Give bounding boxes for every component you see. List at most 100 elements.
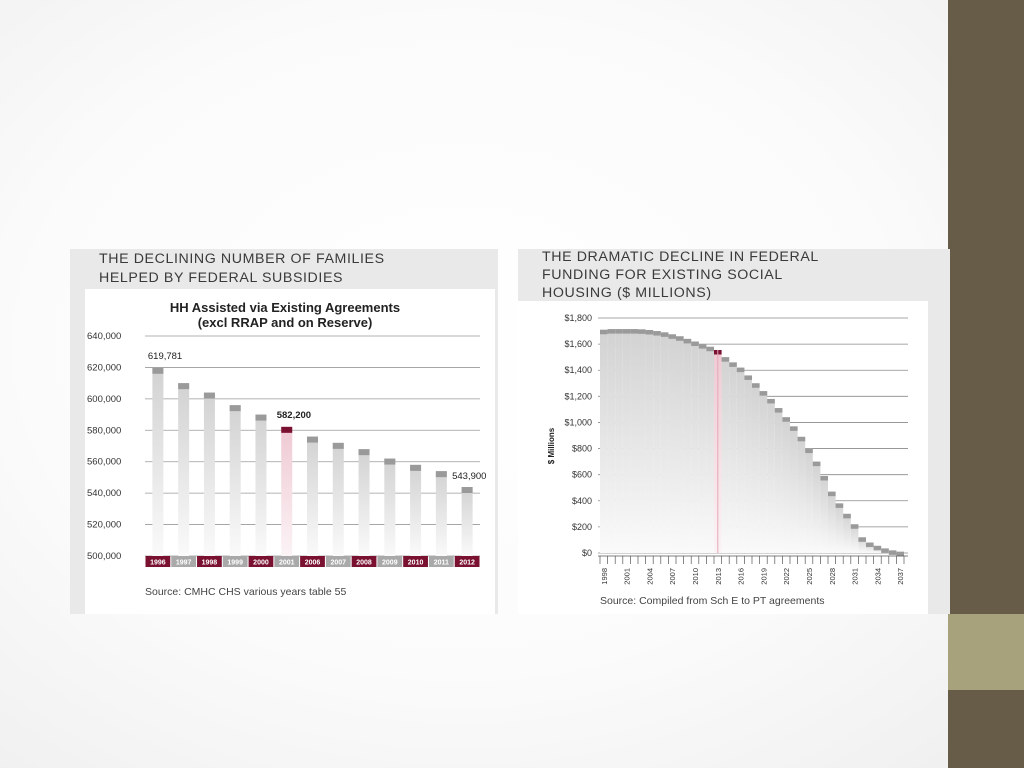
left-bar-cap xyxy=(307,436,318,443)
left-bar-body xyxy=(203,392,215,556)
right-bar-body xyxy=(645,330,654,553)
left-bar-body xyxy=(332,442,344,556)
right-bar-body xyxy=(843,513,851,553)
left-x-tick-label: 2006 xyxy=(305,560,321,567)
right-x-tick-label: 1998 xyxy=(600,568,609,585)
right-y-tick-label: $1,000 xyxy=(564,417,592,427)
right-panel-title-line3: HOUSING ($ MILLIONS) xyxy=(542,285,712,301)
right-x-tick-label: 2004 xyxy=(645,568,654,585)
hh-assisted-bar-chart: HH Assisted via Existing Agreements (exc… xyxy=(87,300,486,598)
right-x-tick-label: 2007 xyxy=(668,568,677,585)
right-bar-cap xyxy=(896,551,904,557)
chart-title-line2: (excl RRAP and on Reserve) xyxy=(198,315,373,330)
right-bar-cap xyxy=(645,330,654,335)
left-y-tick-label: 520,000 xyxy=(87,520,121,531)
right-x-tick-label: 2001 xyxy=(623,568,632,585)
right-bar-cap xyxy=(828,491,836,497)
left-data-annotation: 582,200 xyxy=(277,410,311,421)
right-y-tick-label: $800 xyxy=(572,444,592,454)
left-bar-cap xyxy=(152,367,164,374)
left-bar-body xyxy=(410,464,422,556)
right-bar-body xyxy=(858,537,866,553)
right-y-tick-label: $1,800 xyxy=(564,313,592,323)
right-bar-cap xyxy=(706,346,714,352)
right-y-tick-label: $600 xyxy=(572,470,592,480)
left-x-tick-label: 2007 xyxy=(330,560,346,567)
right-bar-body xyxy=(774,408,783,553)
right-bar-cap xyxy=(698,344,707,349)
left-x-label-box xyxy=(403,556,428,567)
right-bar-body xyxy=(782,417,790,553)
right-bar-cap xyxy=(873,545,882,551)
right-bar-cap xyxy=(721,357,730,362)
left-y-tick-label: 600,000 xyxy=(87,394,121,405)
right-y-tick-label: $200 xyxy=(572,522,592,532)
right-bar-body xyxy=(752,383,760,553)
left-x-label-box xyxy=(171,556,197,567)
right-bar-cap xyxy=(767,398,775,404)
right-bar-cap xyxy=(676,336,684,341)
left-bar-body xyxy=(358,449,370,556)
left-bar-cap xyxy=(203,392,215,399)
right-x-tick-label: 2016 xyxy=(737,568,746,585)
right-bar-cap xyxy=(797,436,806,442)
right-bar-body xyxy=(691,341,699,553)
left-y-tick-label: 560,000 xyxy=(87,457,121,468)
right-bar-body xyxy=(790,426,798,553)
left-x-label-box xyxy=(145,556,171,567)
federal-funding-bar-chart: $ Millions $1,800 $1,600 $1,400 $1,200 $1,00… xyxy=(547,313,908,607)
left-x-label-box xyxy=(222,556,248,567)
right-chart-area: $ Millions $1,800 $1,600 $1,400 $1,200 $1,00… xyxy=(518,301,928,614)
left-bar-body xyxy=(152,367,164,556)
left-y-tick-label: 580,000 xyxy=(87,425,121,436)
right-x-tick-label: 2022 xyxy=(782,568,791,585)
right-x-tick-label: 2031 xyxy=(851,568,860,585)
left-bar-body xyxy=(435,471,447,556)
left-bar-cap xyxy=(332,442,344,449)
sidebar-accent-block xyxy=(948,614,1024,690)
left-x-label-box xyxy=(300,556,325,567)
right-bar-cap xyxy=(888,550,897,555)
right-bar-body xyxy=(850,524,859,553)
right-bar-body xyxy=(630,329,638,553)
right-bar-body xyxy=(729,362,737,553)
right-bar-body xyxy=(638,329,646,553)
left-bar-cap xyxy=(461,487,473,494)
right-x-tick-label: 2010 xyxy=(691,568,700,585)
right-bar-cap xyxy=(835,503,844,508)
right-x-tick-label: 2019 xyxy=(759,568,768,585)
left-x-label-box xyxy=(428,556,454,567)
right-bar-body xyxy=(668,334,676,553)
right-bar-cap xyxy=(653,331,661,336)
left-bar-cap xyxy=(358,449,370,456)
right-bar-body xyxy=(653,331,661,553)
left-x-label-box xyxy=(351,556,377,567)
right-bar-body xyxy=(736,367,745,553)
left-bar-body xyxy=(178,383,190,556)
left-y-tick-label: 640,000 xyxy=(87,331,121,342)
right-bar-cap xyxy=(691,341,699,346)
left-x-tick-label: 2000 xyxy=(253,560,269,567)
left-chart-panel: THE DECLINING NUMBER OF FAMILIES HELPED … xyxy=(70,249,498,614)
right-bar-body xyxy=(698,344,707,553)
right-bar-cap xyxy=(774,408,783,413)
left-bar-body xyxy=(307,436,318,556)
right-chart-source: Source: Compiled from Sch E to PT agreem… xyxy=(600,595,825,607)
left-bar-cap xyxy=(281,426,293,433)
left-bar-cap xyxy=(178,383,190,390)
right-bar-cap xyxy=(866,542,874,548)
right-panel-title: THE DRAMATIC DECLINE IN FEDERAL FUNDING … xyxy=(542,248,819,302)
right-bar-body xyxy=(835,503,844,553)
right-bar-cap xyxy=(843,513,851,519)
left-bar-cap xyxy=(384,458,396,465)
left-bar-cap xyxy=(229,405,241,412)
right-y-tick-label: $1,600 xyxy=(564,339,592,349)
left-panel-title-line2: HELPED BY FEDERAL SUBSIDIES xyxy=(99,270,344,286)
right-bar-cap xyxy=(782,417,790,422)
right-bar-cap xyxy=(820,475,828,481)
right-y-tick-label: $1,400 xyxy=(564,365,592,375)
left-x-tick-label: 2010 xyxy=(408,560,424,567)
left-chart-source: Source: CMHC CHS various years table 55 xyxy=(145,586,346,598)
left-x-label-box xyxy=(274,556,300,567)
right-bar-cap xyxy=(736,367,745,373)
